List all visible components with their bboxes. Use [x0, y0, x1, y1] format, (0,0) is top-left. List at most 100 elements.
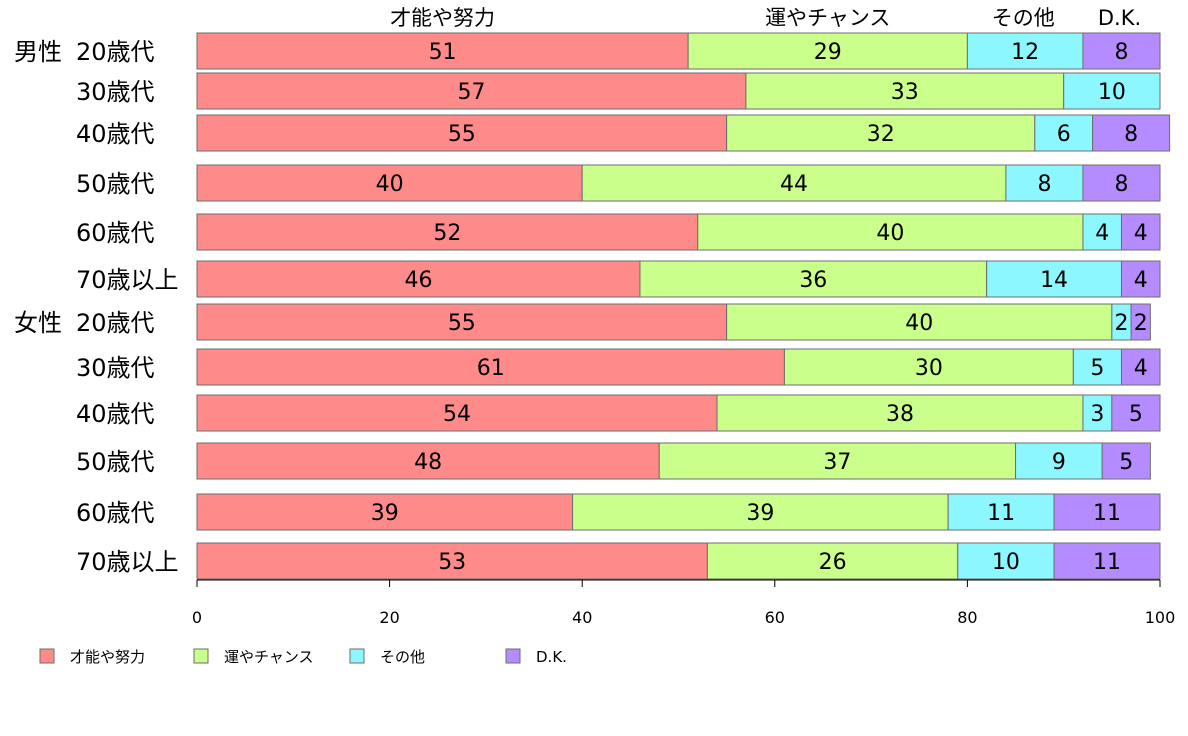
bar-segment — [783, 348, 1074, 386]
bar-segment — [1034, 114, 1094, 152]
bar-segment — [1082, 32, 1161, 70]
bar-row-2: 40歳代 55 32 6 8 — [76, 114, 1171, 152]
data-label: 33 — [891, 80, 919, 105]
column-header-1: 運やチャンス — [765, 6, 890, 30]
data-label: 14 — [1040, 268, 1068, 293]
data-label: 40 — [376, 172, 404, 197]
data-label: 2 — [1134, 311, 1148, 336]
row-label: 70歳以上 — [76, 548, 179, 576]
data-label: 4 — [1095, 221, 1109, 246]
x-tick-label: 20 — [379, 608, 399, 627]
legend-item-1: 運やチャンス — [193, 648, 314, 666]
data-label: 10 — [1098, 80, 1126, 105]
bar-segment — [1130, 303, 1151, 341]
data-label: 39 — [746, 501, 774, 526]
bar-segment — [1063, 72, 1161, 110]
bar-segment — [966, 32, 1084, 70]
row-label: 50歳代 — [76, 448, 155, 476]
legend-swatch — [193, 648, 209, 664]
data-label: 39 — [371, 501, 399, 526]
bar-row-3: 50歳代 40 44 8 8 — [76, 164, 1161, 202]
bar-segment — [1120, 213, 1161, 251]
bar-segment — [1015, 442, 1103, 480]
legend-label: その他 — [380, 648, 425, 666]
data-label: 9 — [1052, 450, 1066, 475]
row-label: 40歳代 — [76, 400, 155, 428]
data-label: 8 — [1114, 172, 1128, 197]
row-label: 50歳代 — [76, 170, 155, 198]
data-label: 5 — [1129, 402, 1143, 427]
legend-swatch — [505, 648, 521, 664]
bar-segment — [726, 303, 1113, 341]
bar-segment — [196, 260, 641, 298]
data-label: 5 — [1119, 450, 1133, 475]
column-header-3: D.K. — [1098, 6, 1141, 30]
bar-segment — [745, 72, 1065, 110]
bar-segment — [1053, 542, 1161, 580]
bar-segment — [196, 213, 699, 251]
bar-segment — [1111, 394, 1161, 432]
data-label: 11 — [987, 501, 1015, 526]
bar-segment — [1120, 348, 1161, 386]
bar-row-10: 60歳代 39 39 11 11 — [76, 493, 1161, 531]
bar-segment — [1072, 348, 1122, 386]
bar-segment — [1082, 164, 1161, 202]
bar-segment — [1092, 114, 1171, 152]
row-label: 30歳代 — [76, 78, 155, 106]
legend-item-0: 才能や努力 — [39, 648, 145, 666]
bar-row-9: 50歳代 48 37 9 5 — [76, 442, 1151, 480]
row-label: 20歳代 — [76, 38, 155, 66]
data-label: 11 — [1093, 550, 1121, 575]
data-label: 8 — [1037, 172, 1051, 197]
data-label: 26 — [819, 550, 847, 575]
legend-swatch — [39, 648, 55, 664]
data-label: 54 — [443, 402, 471, 427]
data-label: 10 — [992, 550, 1020, 575]
bar-segment — [196, 493, 574, 531]
row-label: 70歳以上 — [76, 266, 179, 294]
data-label: 61 — [477, 356, 505, 381]
data-label: 4 — [1134, 356, 1148, 381]
data-label: 32 — [867, 122, 895, 147]
legend-label: 才能や努力 — [70, 648, 145, 666]
data-label: 2 — [1114, 311, 1128, 336]
bar-segment — [697, 213, 1084, 251]
bar-segment — [1005, 164, 1084, 202]
group-label: 男性 — [14, 38, 62, 66]
bar-segment — [196, 114, 728, 152]
legend-label: 運やチャンス — [224, 648, 314, 666]
data-label: 4 — [1134, 221, 1148, 246]
data-label: 3 — [1090, 402, 1104, 427]
bar-segment — [1101, 442, 1151, 480]
bar-segment — [1120, 260, 1161, 298]
data-label: 36 — [799, 268, 827, 293]
data-label: 51 — [429, 40, 457, 65]
bar-row-11: 70歳以上 53 26 10 11 — [76, 542, 1161, 580]
data-label: 48 — [414, 450, 442, 475]
x-tick-label: 100 — [1145, 608, 1176, 627]
legend-label: D.K. — [536, 648, 567, 666]
legend-item-2: その他 — [349, 648, 425, 666]
bar-segment — [196, 72, 747, 110]
row-label: 60歳代 — [76, 219, 155, 247]
x-axis: 0 20 40 60 80 100 — [192, 579, 1176, 627]
bar-segment — [986, 260, 1122, 298]
group-label: 女性 — [14, 309, 62, 337]
bar-segment — [1053, 493, 1161, 531]
bar-segment — [658, 442, 1017, 480]
bar-segment — [639, 260, 988, 298]
bar-segment — [1082, 394, 1113, 432]
bar-row-4: 60歳代 52 40 4 4 — [76, 213, 1161, 251]
column-header-2: その他 — [992, 6, 1055, 30]
data-label: 37 — [823, 450, 851, 475]
bar-segment — [196, 394, 718, 432]
bar-row-8: 40歳代 54 38 3 5 — [76, 394, 1161, 432]
data-label: 52 — [433, 221, 461, 246]
data-label: 8 — [1114, 40, 1128, 65]
bar-row-6: 女性 20歳代 55 40 2 2 — [14, 303, 1151, 341]
legend-swatch — [349, 648, 365, 664]
data-label: 12 — [1011, 40, 1039, 65]
bar-row-7: 30歳代 61 30 5 4 — [76, 348, 1161, 386]
